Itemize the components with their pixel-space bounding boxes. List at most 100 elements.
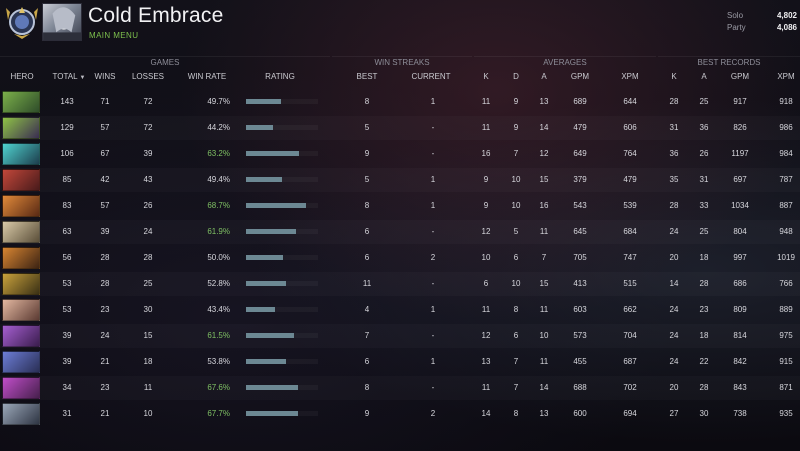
table-row[interactable]: 63 39 24 61.9% 6 - 12 5 11 645 684 24 25 804 948 (0, 220, 800, 244)
rating-bar-fill (246, 151, 299, 156)
hero-portrait[interactable] (2, 325, 40, 347)
cell-bgpm: 917 (733, 97, 747, 106)
hero-portrait[interactable] (2, 273, 40, 295)
group-games: GAMES (0, 56, 330, 67)
hero-portrait[interactable] (2, 351, 40, 373)
hero-portrait[interactable] (2, 377, 40, 399)
rating-bar-fill (246, 99, 281, 104)
cell-a: 15 (539, 279, 549, 288)
hero-portrait[interactable] (2, 247, 40, 269)
hero-portrait[interactable] (2, 195, 40, 217)
cell-bxpm: 975 (779, 331, 793, 340)
cell-wins: 67 (100, 149, 110, 158)
hero-portrait[interactable] (2, 91, 40, 113)
col-total-label: TOTAL (52, 72, 78, 81)
cell-bk: 35 (669, 175, 679, 184)
col-current-streak[interactable]: CURRENT (411, 72, 451, 81)
hero-portrait[interactable] (2, 169, 40, 191)
col-best-a[interactable]: A (701, 72, 707, 81)
table-row[interactable]: 53 23 30 43.4% 4 1 11 8 11 603 662 24 23 809 889 (0, 298, 800, 322)
rating-bar-fill (246, 229, 296, 234)
cell-bgpm: 738 (733, 409, 747, 418)
cell-xpm: 694 (623, 409, 637, 418)
col-avg-d[interactable]: D (513, 72, 519, 81)
hero-portrait[interactable] (2, 299, 40, 321)
cell-d: 10 (511, 279, 521, 288)
cell-bgpm: 842 (733, 357, 747, 366)
cell-gpm: 543 (573, 201, 587, 210)
cell-winrate: 49.4% (207, 175, 230, 184)
cell-k: 10 (481, 253, 491, 262)
cell-winrate: 50.0% (207, 253, 230, 262)
rating-bar-fill (246, 307, 275, 312)
table-row[interactable]: 129 57 72 44.2% 5 - 11 9 14 479 606 31 36 826 986 (0, 116, 800, 140)
col-avg-k[interactable]: K (483, 72, 489, 81)
col-avg-gpm[interactable]: GPM (570, 72, 590, 81)
cell-xpm: 479 (623, 175, 637, 184)
hero-portrait[interactable] (2, 403, 40, 425)
col-win-rate[interactable]: WIN RATE (187, 72, 227, 81)
col-losses[interactable]: LOSSES (131, 72, 164, 81)
cell-losses: 10 (143, 409, 153, 418)
main-menu-link[interactable]: MAIN MENU (89, 31, 139, 40)
cell-bk: 14 (669, 279, 679, 288)
cell-wins: 42 (100, 175, 110, 184)
cell-losses: 30 (143, 305, 153, 314)
cell-d: 6 (513, 331, 519, 340)
column-headers: HERO TOTAL ▼ WINS LOSSES WIN RATE RATING… (0, 72, 800, 84)
table-row[interactable]: 83 57 26 68.7% 8 1 9 10 16 543 539 28 33 1034 887 (0, 194, 800, 218)
cell-a: 10 (539, 331, 549, 340)
cell-losses: 26 (143, 201, 153, 210)
cell-total: 53 (62, 305, 72, 314)
col-best-gpm[interactable]: GPM (730, 72, 750, 81)
cell-winrate: 67.7% (207, 409, 230, 418)
cell-bxpm: 915 (779, 357, 793, 366)
col-best-streak[interactable]: BEST (356, 72, 378, 81)
table-row[interactable]: 56 28 28 50.0% 6 2 10 6 7 705 747 20 18 997 1019 (0, 246, 800, 270)
table-row[interactable]: 85 42 43 49.4% 5 1 9 10 15 379 479 35 31 697 787 (0, 168, 800, 192)
cell-gpm: 705 (573, 253, 587, 262)
cell-xpm: 515 (623, 279, 637, 288)
cell-wins: 23 (100, 305, 110, 314)
cell-d: 9 (513, 123, 519, 132)
player-name: Cold Embrace (88, 4, 224, 27)
cell-k: 11 (481, 123, 491, 132)
cell-gpm: 688 (573, 383, 587, 392)
cell-gpm: 689 (573, 97, 587, 106)
hero-portrait[interactable] (2, 143, 40, 165)
cell-losses: 15 (143, 331, 153, 340)
column-group-headers: GAMES WIN STREAKS AVERAGES BEST RECORDS (0, 56, 800, 68)
rating-bar (246, 255, 318, 260)
cell-gpm: 649 (573, 149, 587, 158)
hero-portrait[interactable] (2, 117, 40, 139)
hero-portrait[interactable] (2, 221, 40, 243)
table-row[interactable]: 53 28 25 52.8% 11 - 6 10 15 413 515 14 28 686 766 (0, 272, 800, 296)
cell-ba: 31 (699, 175, 709, 184)
col-best-k[interactable]: K (671, 72, 677, 81)
table-row[interactable]: 143 71 72 49.7% 8 1 11 9 13 689 644 28 25 917 918 (0, 90, 800, 114)
cell-a: 11 (539, 227, 549, 236)
col-avg-a[interactable]: A (541, 72, 547, 81)
cell-best: 11 (362, 279, 372, 288)
player-avatar[interactable] (42, 3, 82, 41)
col-avg-xpm[interactable]: XPM (621, 72, 639, 81)
table-row[interactable]: 39 24 15 61.5% 7 - 12 6 10 573 704 24 18 814 975 (0, 324, 800, 348)
col-rating[interactable]: RATING (265, 72, 295, 81)
cell-bgpm: 809 (733, 305, 747, 314)
cell-best: 6 (364, 227, 370, 236)
rating-bar (246, 151, 318, 156)
table-row[interactable]: 39 21 18 53.8% 6 1 13 7 11 455 687 24 22 842 915 (0, 350, 800, 374)
col-total[interactable]: TOTAL ▼ (50, 72, 88, 81)
col-best-xpm[interactable]: XPM (777, 72, 795, 81)
col-wins[interactable]: WINS (94, 72, 116, 81)
cell-d: 6 (513, 253, 519, 262)
col-hero[interactable]: HERO (10, 72, 34, 81)
cell-losses: 25 (143, 279, 153, 288)
cell-bxpm: 887 (779, 201, 793, 210)
cell-d: 10 (511, 201, 521, 210)
cell-k: 11 (481, 97, 491, 106)
table-row[interactable]: 106 67 39 63.2% 9 - 16 7 12 649 764 36 26 1197 984 (0, 142, 800, 166)
cell-k: 9 (483, 175, 489, 184)
table-row[interactable]: 34 23 11 67.6% 8 - 11 7 14 688 702 20 28 843 871 (0, 376, 800, 400)
table-row[interactable]: 31 21 10 67.7% 9 2 14 8 13 600 694 27 30 738 935 (0, 402, 800, 426)
